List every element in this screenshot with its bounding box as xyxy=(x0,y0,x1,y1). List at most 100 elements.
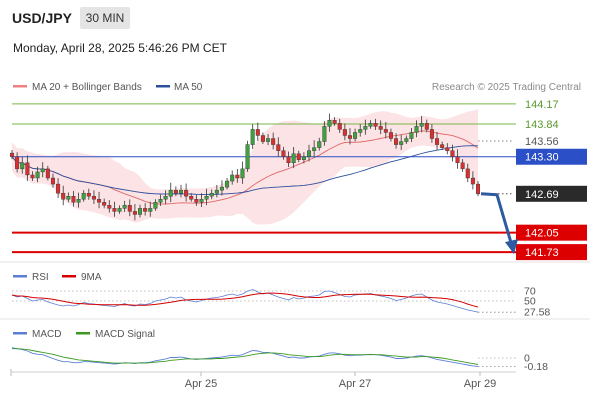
candle-body xyxy=(240,168,245,179)
rsi-line xyxy=(11,289,479,313)
candle-body xyxy=(122,205,127,209)
candle-body xyxy=(337,123,342,130)
candle-body xyxy=(296,153,301,160)
candle-body xyxy=(230,174,235,182)
candle-body xyxy=(435,138,440,145)
candle-body xyxy=(440,144,445,148)
candle-body xyxy=(225,180,230,188)
candle-body xyxy=(66,196,71,200)
macd-line xyxy=(11,347,479,367)
candle-body xyxy=(419,123,424,127)
rsi-legend-swatch xyxy=(13,275,27,278)
candle-body xyxy=(414,126,419,133)
resistance-label: 143.84 xyxy=(525,119,559,131)
candle-body xyxy=(61,192,66,200)
candle-body xyxy=(476,183,481,194)
rsi-ma-legend-label: 9MA xyxy=(81,272,102,283)
candle-body xyxy=(281,150,286,157)
candle-body xyxy=(20,162,25,170)
candle-body xyxy=(189,196,194,200)
candle-body xyxy=(71,196,76,203)
candle-body xyxy=(260,135,265,142)
ma50-line xyxy=(11,145,479,195)
candle-body xyxy=(394,138,399,145)
reference-level-label: 143.56 xyxy=(525,136,559,148)
price-panel: 144.17 143.84 143.56 143.30 142.69 142.05 141.… xyxy=(9,99,587,261)
candle-body xyxy=(470,177,475,185)
candle-body xyxy=(373,123,378,127)
ma20-legend-label: MA 20 + Bollinger Bands xyxy=(32,82,142,93)
support-tag xyxy=(516,244,587,261)
last-price-label: 142.69 xyxy=(525,189,559,201)
candle-body xyxy=(219,186,224,191)
x-tick-label: Apr 29 xyxy=(464,378,496,390)
rsi-9ma-line xyxy=(11,292,479,308)
candle-body xyxy=(209,192,214,197)
candle-body xyxy=(342,129,347,136)
candle-body xyxy=(9,152,14,157)
candle-body xyxy=(291,153,296,164)
candle-body xyxy=(317,141,322,148)
candle-body xyxy=(429,129,434,139)
macd-signal-line xyxy=(12,348,479,365)
candle-body xyxy=(178,189,183,194)
candle-body xyxy=(363,126,368,130)
support-tag xyxy=(516,224,587,241)
candle-body xyxy=(132,211,137,215)
timeframe-button[interactable]: 30 MIN xyxy=(80,7,130,29)
candle-body xyxy=(388,132,393,139)
x-tick-label: Apr 25 xyxy=(185,378,217,390)
ma50-legend-label: MA 50 xyxy=(174,82,203,93)
candle-body xyxy=(56,183,61,194)
candle-body xyxy=(45,168,50,179)
candle-body xyxy=(184,189,189,197)
candle-body xyxy=(245,144,250,170)
candle-body xyxy=(40,168,45,173)
candle-body xyxy=(301,156,306,160)
candle-body xyxy=(465,168,470,179)
candle-body xyxy=(107,205,112,209)
chart-datetime: Monday, April 28, 2025 5:46:26 PM CET xyxy=(13,41,227,55)
candle-body xyxy=(117,208,122,212)
candle-body xyxy=(455,156,460,164)
candle-body xyxy=(332,120,337,124)
projection-arrowhead xyxy=(505,239,518,255)
macd-legend-label: MACD xyxy=(32,329,61,340)
instrument-symbol: USD/JPY xyxy=(12,10,72,26)
resistance-label: 144.17 xyxy=(525,99,559,111)
last-price-tag xyxy=(516,185,587,202)
candle-body xyxy=(102,202,107,206)
support-label: 142.05 xyxy=(525,228,559,240)
candle-body xyxy=(143,208,148,212)
candle-body xyxy=(204,196,209,200)
candle-body xyxy=(127,205,132,212)
rsi-last-label: 27.58 xyxy=(524,307,550,319)
candle-body xyxy=(409,132,414,139)
pivot-label: 143.30 xyxy=(525,152,559,164)
candle-body xyxy=(368,123,373,127)
candle-body xyxy=(25,162,30,176)
candle-body xyxy=(168,189,173,197)
candle-body xyxy=(250,129,255,145)
candle-body xyxy=(266,138,271,142)
candle-body xyxy=(307,150,312,157)
candle-body xyxy=(322,126,327,142)
rsi-ma-legend-swatch xyxy=(62,275,76,278)
candle-body xyxy=(347,135,352,139)
projection-arrow xyxy=(480,192,514,247)
candle-body xyxy=(450,150,455,157)
candle-body xyxy=(445,147,450,151)
candle-body xyxy=(460,162,465,170)
candle-body xyxy=(199,199,204,203)
candle-body xyxy=(81,192,86,200)
candle-body xyxy=(235,174,240,179)
candle-body xyxy=(148,208,153,212)
candle-body xyxy=(312,147,317,151)
candle-body xyxy=(327,120,332,127)
candle-body xyxy=(76,199,81,203)
ma20-legend-swatch xyxy=(13,85,27,88)
candle-body xyxy=(404,138,409,142)
candle-body xyxy=(353,132,358,139)
candle-body xyxy=(15,156,20,170)
